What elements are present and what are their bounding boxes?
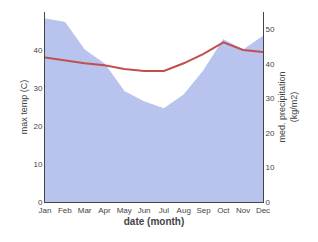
svg-text:max temp (C): max temp (C) <box>19 80 29 135</box>
svg-text:date (month): date (month) <box>124 216 185 227</box>
svg-text:Sep: Sep <box>196 206 211 215</box>
svg-text:10: 10 <box>266 163 275 172</box>
svg-text:10: 10 <box>33 160 42 169</box>
svg-text:Mar: Mar <box>78 206 92 215</box>
svg-text:20: 20 <box>266 129 275 138</box>
svg-text:50: 50 <box>266 25 275 34</box>
svg-text:May: May <box>117 206 132 215</box>
svg-text:Apr: Apr <box>98 206 111 215</box>
svg-text:20: 20 <box>33 122 42 131</box>
svg-text:30: 30 <box>266 94 275 103</box>
svg-text:0: 0 <box>266 198 271 207</box>
svg-text:Dec: Dec <box>256 206 270 215</box>
svg-text:40: 40 <box>33 46 42 55</box>
svg-text:30: 30 <box>33 84 42 93</box>
svg-text:med. precipitation(kg/m2): med. precipitation(kg/m2) <box>277 71 299 142</box>
svg-text:0: 0 <box>38 198 43 207</box>
svg-text:Aug: Aug <box>177 206 191 215</box>
svg-text:40: 40 <box>266 60 275 69</box>
svg-text:Jun: Jun <box>138 206 151 215</box>
svg-text:Oct: Oct <box>217 206 230 215</box>
svg-text:Jan: Jan <box>39 206 52 215</box>
svg-text:Feb: Feb <box>58 206 72 215</box>
svg-text:Nov: Nov <box>236 206 250 215</box>
svg-text:Jul: Jul <box>159 206 169 215</box>
